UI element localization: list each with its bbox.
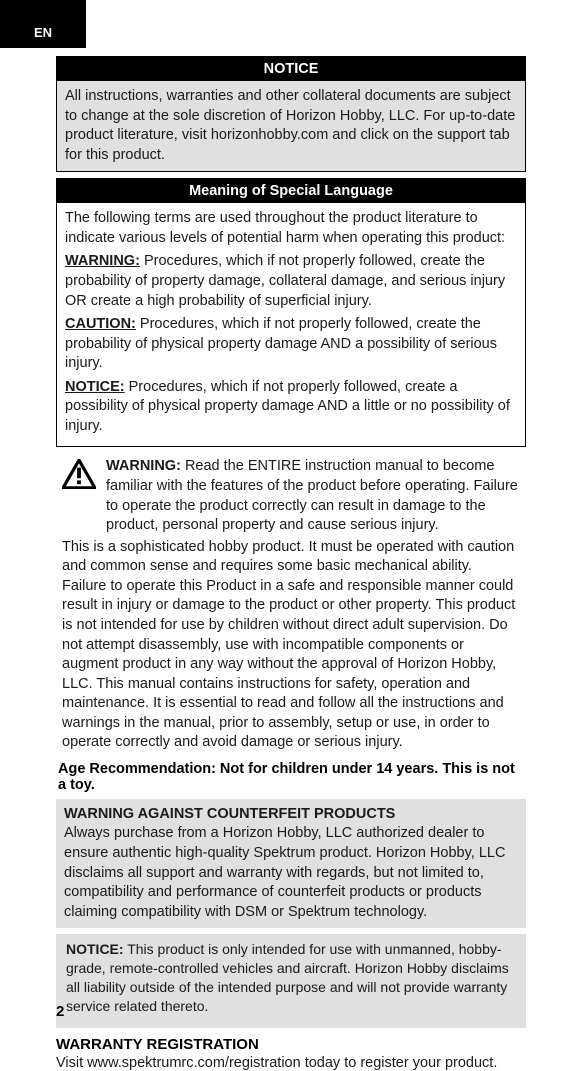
notice-term-text: Procedures, which if not properly follow…: [65, 379, 510, 434]
age-recommendation: Age Recommendation: Not for children und…: [56, 761, 526, 793]
language-tab: EN: [0, 0, 86, 48]
warranty-text: Visit www.spektrumrc.com/registration to…: [56, 1055, 526, 1071]
meaning-header: Meaning of Special Language: [57, 179, 525, 203]
meaning-box: Meaning of Special Language The followin…: [56, 178, 526, 447]
intended-label: NOTICE:: [66, 941, 124, 957]
intended-text: This product is only intended for use wi…: [66, 941, 509, 1014]
caution-term-label: CAUTION:: [65, 316, 136, 332]
meaning-caution-row: CAUTION: Procedures, which if not proper…: [65, 315, 517, 374]
warranty-heading: WARRANTY REGISTRATION: [56, 1036, 526, 1053]
page-content: NOTICE All instructions, warranties and …: [56, 56, 526, 1071]
page-number: 2: [56, 1003, 64, 1020]
meaning-body: The following terms are used throughout …: [57, 203, 525, 446]
body-paragraph: This is a sophisticated hobby product. I…: [56, 538, 526, 753]
notice-box: NOTICE All instructions, warranties and …: [56, 56, 526, 172]
warning-triangle-icon: [62, 459, 96, 489]
intended-use-box: NOTICE: This product is only intended fo…: [56, 934, 526, 1028]
warning-callout: WARNING: Read the ENTIRE instruction man…: [56, 455, 526, 535]
warning-term-label: WARNING:: [65, 253, 140, 269]
warning-callout-label: WARNING:: [106, 458, 181, 474]
counterfeit-body: Always purchase from a Horizon Hobby, LL…: [64, 824, 518, 922]
warning-callout-text: WARNING: Read the ENTIRE instruction man…: [106, 457, 520, 535]
counterfeit-title: WARNING AGAINST COUNTERFEIT PRODUCTS: [64, 805, 518, 825]
notice-header: NOTICE: [57, 57, 525, 81]
meaning-intro: The following terms are used throughout …: [65, 209, 517, 248]
counterfeit-warning-box: WARNING AGAINST COUNTERFEIT PRODUCTS Alw…: [56, 799, 526, 928]
meaning-warning-row: WARNING: Procedures, which if not proper…: [65, 252, 517, 311]
notice-body-text: All instructions, warranties and other c…: [57, 81, 525, 171]
notice-term-label: NOTICE:: [65, 379, 125, 395]
meaning-notice-row: NOTICE: Procedures, which if not properl…: [65, 378, 517, 437]
